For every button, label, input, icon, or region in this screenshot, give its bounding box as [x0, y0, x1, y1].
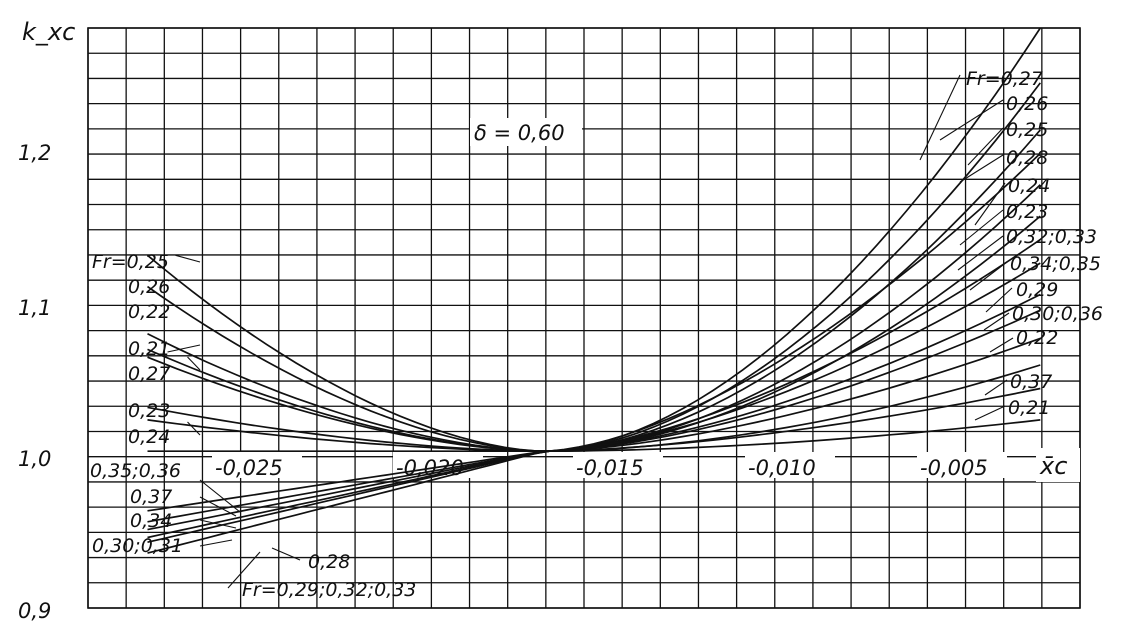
curve-label: 0,37 [1010, 371, 1052, 393]
curve-label: 0,28 [308, 551, 350, 573]
x-tick-labels: -0,025 -0,020 -0,015 -0,010 -0,005 [212, 452, 1007, 480]
series-curves [146, 27, 1042, 554]
leader-line [919, 74, 961, 161]
y-tick-mask [8, 446, 78, 470]
x-tick-mask [212, 452, 302, 478]
right-curve-labels: Fr=0,27 0,26 0,25 0,28 0,24 0,23 0,32;0,… [966, 68, 1103, 419]
series-line [147, 27, 1042, 452]
series-line [146, 82, 1041, 453]
leader-line [967, 127, 1004, 166]
series-line [147, 152, 1041, 453]
curve-label: Fr=0,27 [966, 68, 1043, 90]
leader-line [199, 479, 241, 513]
series-line [147, 387, 1041, 523]
x-tick-mask [917, 452, 1007, 478]
curve-label: 0,35;0,36 [90, 460, 181, 482]
x-tick-label: -0,025 [215, 456, 283, 480]
x-title-mask [1036, 448, 1080, 482]
series-line [147, 238, 1041, 539]
left-curve-labels: Fr=0,25 0,26 0,22 0,21 0,27 0,23 0,24 0,… [90, 251, 416, 601]
curve-label: 0,28 [1006, 147, 1048, 169]
curve-label: 0,21 [128, 338, 170, 360]
leader-line [984, 379, 1008, 396]
leader-line [227, 551, 261, 589]
series-line [147, 215, 1041, 453]
leader-line [187, 356, 201, 371]
leader-lines [167, 74, 1014, 589]
curve-label: 0,22 [1016, 327, 1058, 349]
leader-line [983, 312, 1010, 331]
y-tick-label: 1,0 [18, 447, 51, 471]
leader-line [959, 209, 1004, 246]
y-title-mask [16, 10, 84, 50]
leader-line [959, 154, 1004, 183]
x-tick-mask [573, 452, 663, 478]
curve-label: Fr=0,25 [92, 251, 169, 273]
x-tick-label: -0,005 [920, 456, 988, 480]
series-line [147, 262, 1041, 531]
y-tick-mask [8, 140, 78, 164]
curve-label: 0,21 [1008, 397, 1050, 419]
curve-label: 0,29 [1016, 279, 1058, 301]
x-tick-label: -0,015 [576, 456, 644, 480]
curve-label: 0,22 [128, 301, 170, 323]
y-tick-label: 1,1 [18, 296, 51, 320]
leader-line [939, 99, 1004, 141]
y-tick-label: 0,9 [18, 599, 51, 623]
leader-line [167, 344, 201, 353]
curve-label: 0,32;0,33 [1006, 226, 1097, 248]
curve-label: 0,23 [1006, 201, 1048, 223]
x-axis-title: x̄c [1039, 452, 1067, 480]
leader-line [187, 421, 201, 436]
y-axis-title: k_xc [22, 18, 75, 46]
series-line [147, 348, 1041, 453]
curve-label: 0,26 [128, 276, 170, 298]
curve-label: 0,25 [1006, 119, 1048, 141]
leader-line [974, 182, 1006, 226]
curve-label: 0,34 [130, 510, 172, 532]
curve-label: 0,24 [1008, 175, 1050, 197]
curve-label: 0,34;0,35 [1010, 253, 1101, 275]
curve-label: Fr=0,29;0,32;0,33 [242, 579, 416, 601]
leader-line [175, 254, 201, 263]
curve-label: 0,30;0,36 [1012, 303, 1103, 325]
leader-line [985, 287, 1013, 313]
y-tick-mask [8, 295, 78, 319]
curve-label: 0,24 [128, 426, 170, 448]
leader-line [199, 539, 233, 547]
leader-line [989, 337, 1014, 353]
leader-line [199, 496, 237, 517]
leader-line [199, 519, 237, 529]
leader-line [271, 547, 301, 561]
annotation-mask [470, 118, 582, 146]
y-tick-label: 1,2 [18, 141, 51, 165]
curve-label: 0,37 [130, 486, 172, 508]
curve-label: 0,23 [128, 400, 170, 422]
x-tick-label: -0,010 [748, 456, 816, 480]
curve-label: 0,26 [1006, 93, 1048, 115]
delta-annotation: δ = 0,60 [474, 121, 565, 145]
y-tick-mask [8, 600, 78, 624]
series-line [147, 293, 1041, 554]
plot-frame [87, 27, 1081, 609]
y-tick-labels: 1,2 1,1 1,0 0,9 [8, 140, 78, 624]
x-tick-mask [745, 452, 835, 478]
leader-line [969, 261, 1008, 291]
series-line [147, 309, 1041, 512]
leader-line [974, 405, 1006, 421]
curve-label: 0,30;0,31 [92, 535, 183, 557]
curve-label: 0,27 [128, 363, 170, 385]
leader-line [957, 235, 1004, 271]
